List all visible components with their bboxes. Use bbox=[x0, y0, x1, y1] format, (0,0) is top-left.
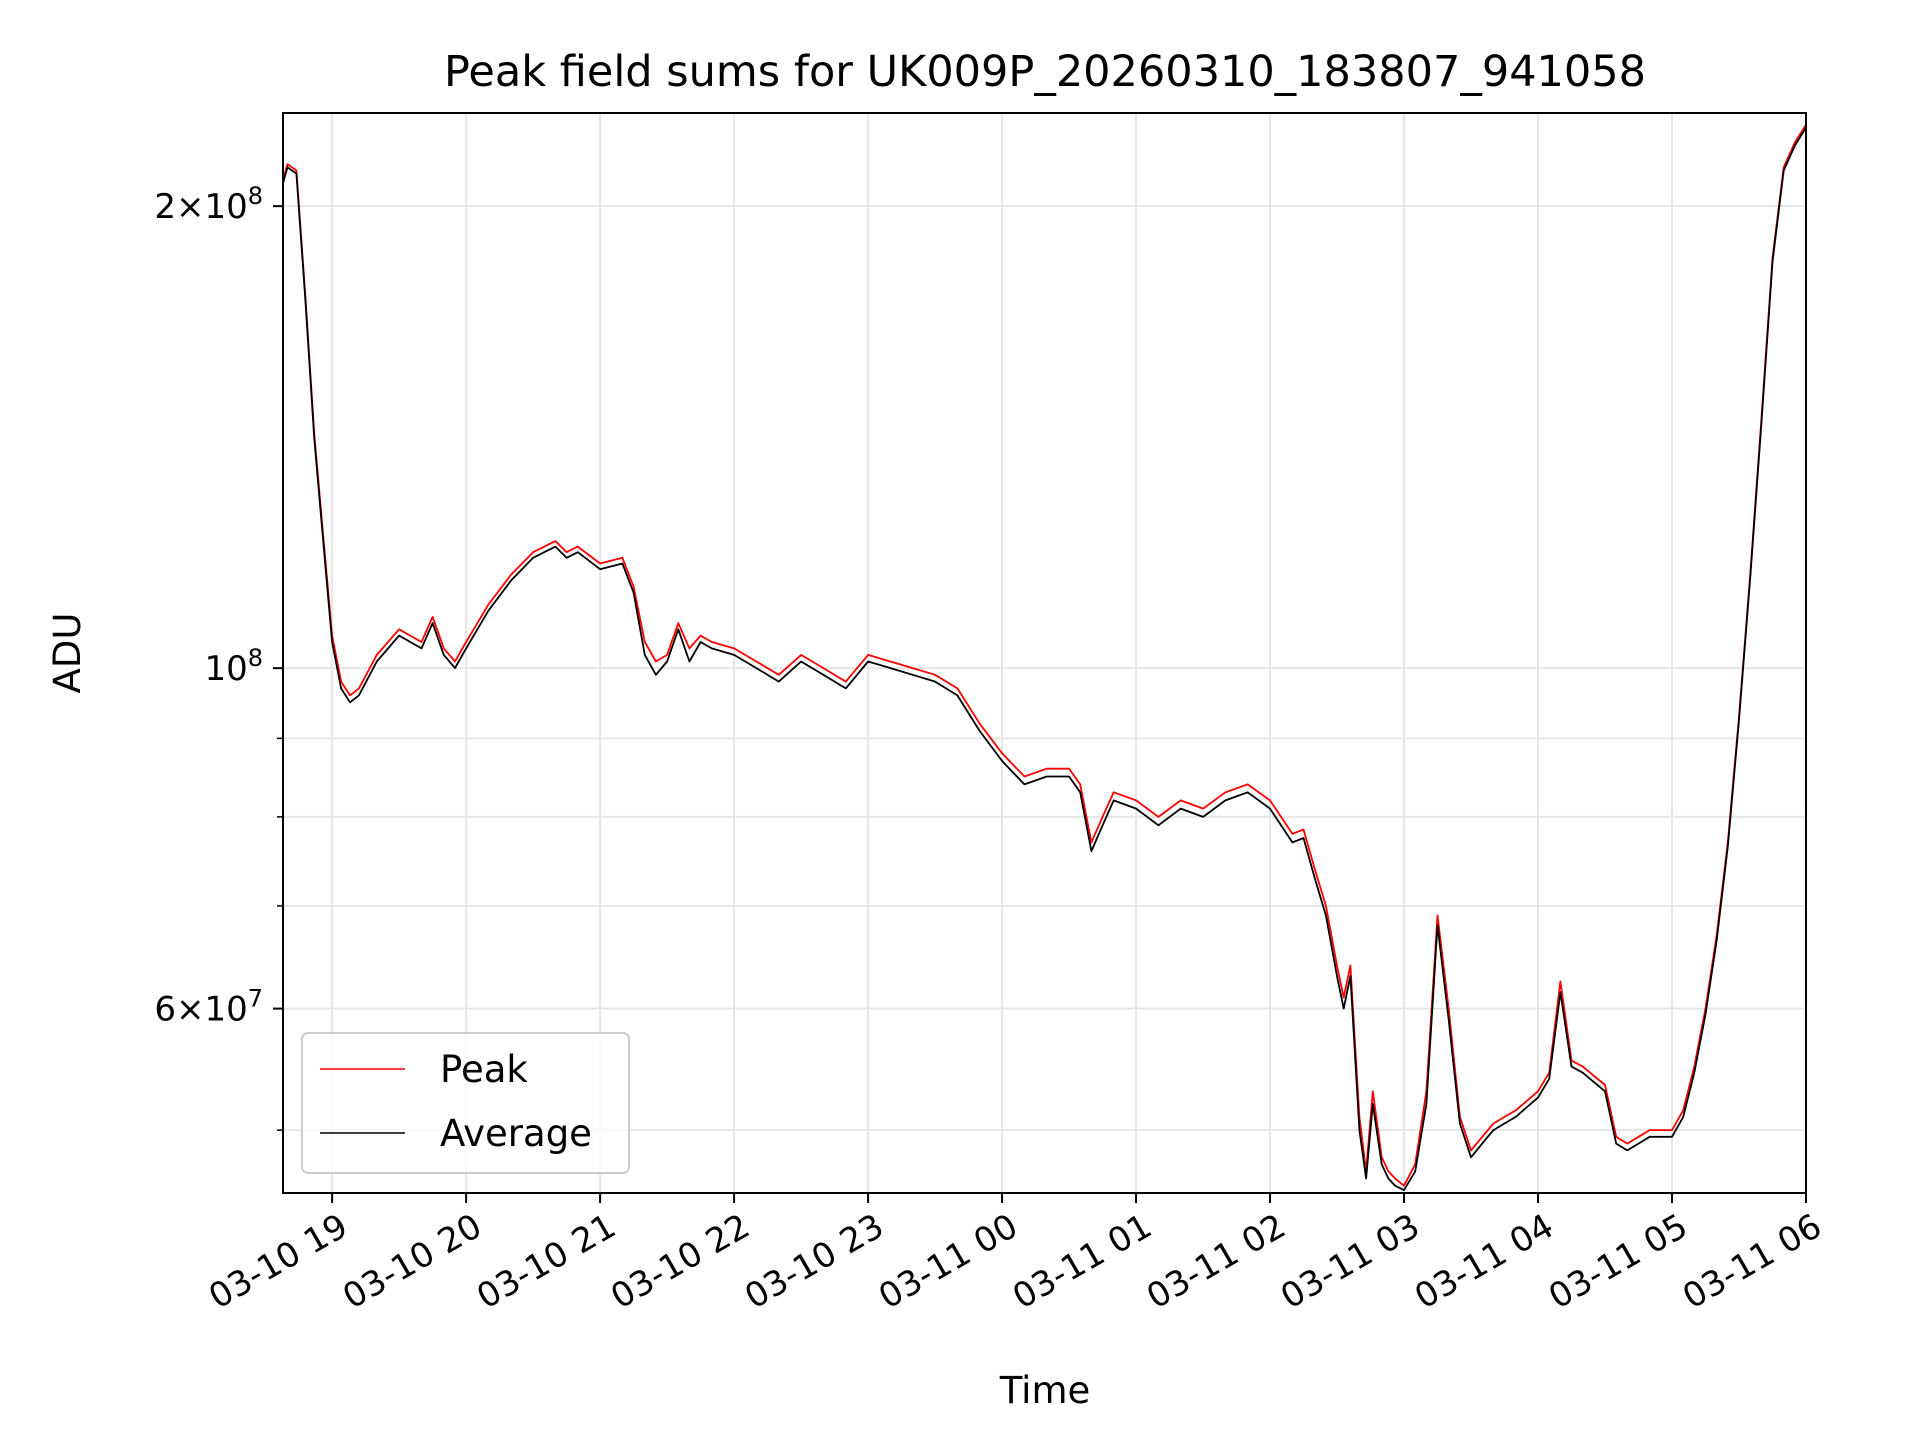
legend-box bbox=[301, 1032, 630, 1174]
series-line-peak bbox=[282, 124, 1807, 1187]
y-tick-label: 2×108 bbox=[154, 182, 263, 227]
series-layer bbox=[282, 124, 1807, 1191]
x-axis-title: Time bbox=[999, 1369, 1091, 1412]
series-line-average bbox=[282, 127, 1807, 1191]
y-axis-title: ADU bbox=[46, 613, 89, 694]
chart-title: Peak field sums for UK009P_20260310_1838… bbox=[444, 47, 1646, 97]
plot-frame bbox=[282, 112, 1807, 1194]
legend: Peak Average bbox=[301, 1032, 630, 1174]
legend-label-average: Average bbox=[440, 1112, 592, 1155]
legend-label-peak: Peak bbox=[440, 1048, 528, 1091]
y-tick-label: 6×107 bbox=[154, 985, 263, 1030]
